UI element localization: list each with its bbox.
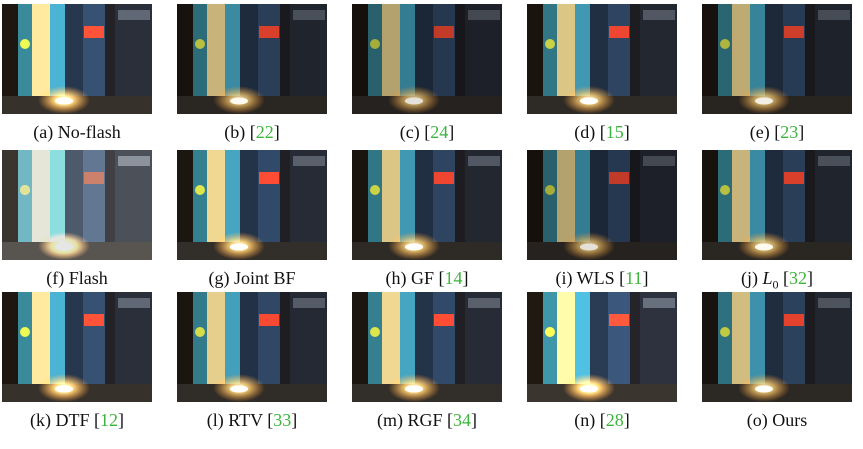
caption-text: (e) [ (750, 122, 780, 142)
citation[interactable]: 11 (625, 268, 642, 288)
caption-text: ] (463, 268, 469, 288)
caption: (c) [24] (352, 122, 502, 143)
panel: (k) DTF [12] (2, 292, 152, 431)
caption: (e) [23] (702, 122, 852, 143)
caption: (j) L0 [32] (702, 268, 852, 293)
figure: (a) No-flash(b) [22](c) [24](d) [15](e) … (0, 0, 863, 449)
panel-image (527, 4, 677, 114)
caption-text: (a) No-flash (33, 122, 120, 142)
caption: (n) [28] (527, 410, 677, 431)
caption-text: ] (624, 410, 630, 430)
panel-image (2, 4, 152, 114)
panel: (m) RGF [34] (352, 292, 502, 431)
citation[interactable]: 22 (256, 122, 274, 142)
panel: (o) Ours (702, 292, 852, 431)
panel: (b) [22] (177, 4, 327, 143)
caption: (m) RGF [34] (352, 410, 502, 431)
caption-text: (k) DTF [ (30, 410, 100, 430)
caption-text: (d) [ (574, 122, 605, 142)
panel: (g) Joint BF (177, 150, 327, 289)
caption: (d) [15] (527, 122, 677, 143)
caption-text: ] (643, 268, 649, 288)
caption-text: (f) Flash (46, 268, 108, 288)
panel-image (352, 4, 502, 114)
panel-image (2, 292, 152, 402)
caption: (a) No-flash (2, 122, 152, 143)
caption: (f) Flash (2, 268, 152, 289)
caption-text: ] (448, 122, 454, 142)
caption: (k) DTF [12] (2, 410, 152, 431)
caption-text: (l) RTV [ (207, 410, 274, 430)
caption-text: (b) [ (224, 122, 255, 142)
panel-image (702, 150, 852, 260)
caption-text: (j) (741, 268, 763, 288)
panel: (i) WLS [11] (527, 150, 677, 289)
caption-text: (m) RGF [ (377, 410, 453, 430)
panel-image (352, 292, 502, 402)
panel-image (177, 292, 327, 402)
panel-image (527, 292, 677, 402)
panel-image (527, 150, 677, 260)
caption: (o) Ours (702, 410, 852, 431)
caption-text: ] (274, 122, 280, 142)
citation[interactable]: 12 (100, 410, 118, 430)
citation[interactable]: 14 (445, 268, 463, 288)
citation[interactable]: 33 (273, 410, 291, 430)
panel-image (2, 150, 152, 260)
panel: (j) L0 [32] (702, 150, 852, 293)
caption-text: (i) WLS [ (556, 268, 626, 288)
panel-image (352, 150, 502, 260)
caption-text: ] (291, 410, 297, 430)
panel: (e) [23] (702, 4, 852, 143)
caption-text: ] (798, 122, 804, 142)
panel-image (177, 150, 327, 260)
caption-text: (h) GF [ (386, 268, 445, 288)
caption-text: L (762, 268, 772, 288)
caption: (g) Joint BF (177, 268, 327, 289)
caption: (b) [22] (177, 122, 327, 143)
panel: (a) No-flash (2, 4, 152, 143)
caption-text: (c) [ (400, 122, 430, 142)
citation[interactable]: 24 (430, 122, 448, 142)
panel: (c) [24] (352, 4, 502, 143)
panel-image (702, 4, 852, 114)
citation[interactable]: 15 (606, 122, 624, 142)
citation[interactable]: 28 (606, 410, 624, 430)
caption: (h) GF [14] (352, 268, 502, 289)
caption-text: ] (471, 410, 477, 430)
panel: (d) [15] (527, 4, 677, 143)
caption-text: ] (624, 122, 630, 142)
caption: (i) WLS [11] (527, 268, 677, 289)
caption-text: (o) Ours (747, 410, 808, 430)
panel: (f) Flash (2, 150, 152, 289)
panel: (h) GF [14] (352, 150, 502, 289)
panel-image (177, 4, 327, 114)
panel: (l) RTV [33] (177, 292, 327, 431)
citation[interactable]: 23 (780, 122, 798, 142)
caption-text: (n) [ (574, 410, 605, 430)
caption: (l) RTV [33] (177, 410, 327, 431)
citation[interactable]: 34 (453, 410, 471, 430)
caption-text: [ (779, 268, 790, 288)
caption-text: (g) Joint BF (208, 268, 295, 288)
caption-text: ] (807, 268, 813, 288)
panel-image (702, 292, 852, 402)
panel: (n) [28] (527, 292, 677, 431)
citation[interactable]: 32 (789, 268, 807, 288)
caption-text: ] (118, 410, 124, 430)
